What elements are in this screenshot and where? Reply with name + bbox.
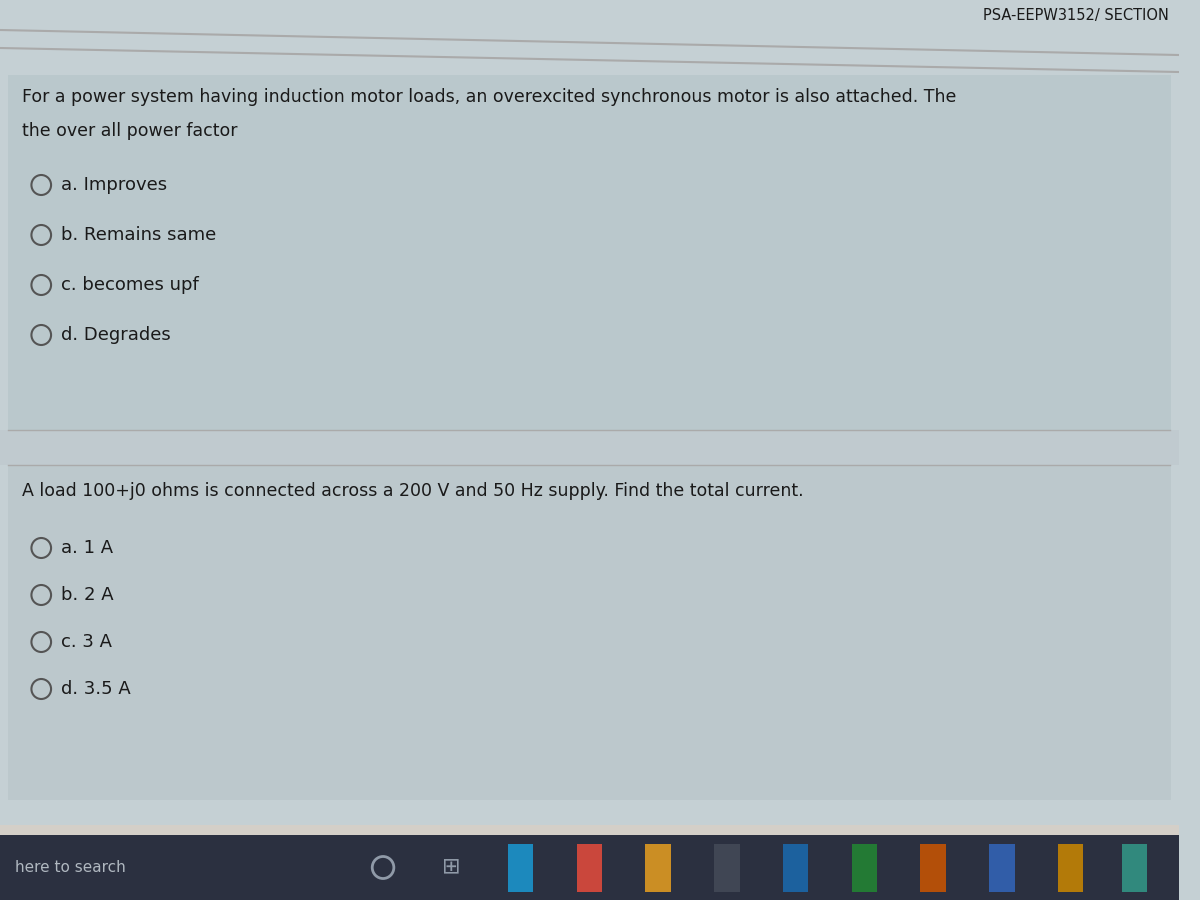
Bar	[576, 844, 602, 892]
Text: the over all power factor: the over all power factor	[22, 122, 238, 140]
Text: ⊞: ⊞	[443, 858, 461, 878]
Bar	[8, 465, 1171, 800]
Bar	[920, 844, 946, 892]
Text: A load 100+j0 ohms is connected across a 200 V and 50 Hz supply. Find the total : A load 100+j0 ohms is connected across a…	[22, 482, 803, 500]
Bar	[714, 844, 739, 892]
Bar	[989, 844, 1014, 892]
Text: For a power system having induction motor loads, an overexcited synchronous moto: For a power system having induction moto…	[22, 88, 956, 106]
Bar	[0, 430, 1178, 465]
Text: d. Degrades: d. Degrades	[61, 326, 170, 344]
Text: b. 2 A: b. 2 A	[61, 586, 114, 604]
Text: d. 3.5 A: d. 3.5 A	[61, 680, 131, 698]
Text: a. Improves: a. Improves	[61, 176, 167, 194]
Text: PSA-EEPW3152/ SECTION: PSA-EEPW3152/ SECTION	[983, 8, 1169, 23]
Bar	[0, 825, 1178, 900]
Text: b. Remains same: b. Remains same	[61, 226, 216, 244]
Bar	[508, 844, 533, 892]
Bar	[646, 844, 671, 892]
Bar	[782, 844, 809, 892]
Text: c. becomes upf: c. becomes upf	[61, 276, 199, 294]
Bar	[1057, 844, 1084, 892]
Bar	[852, 844, 877, 892]
Text: a. 1 A: a. 1 A	[61, 539, 113, 557]
Bar	[0, 835, 1178, 900]
Bar	[1122, 844, 1147, 892]
Bar	[8, 75, 1171, 430]
Text: here to search: here to search	[14, 860, 126, 875]
Text: c. 3 A: c. 3 A	[61, 633, 112, 651]
